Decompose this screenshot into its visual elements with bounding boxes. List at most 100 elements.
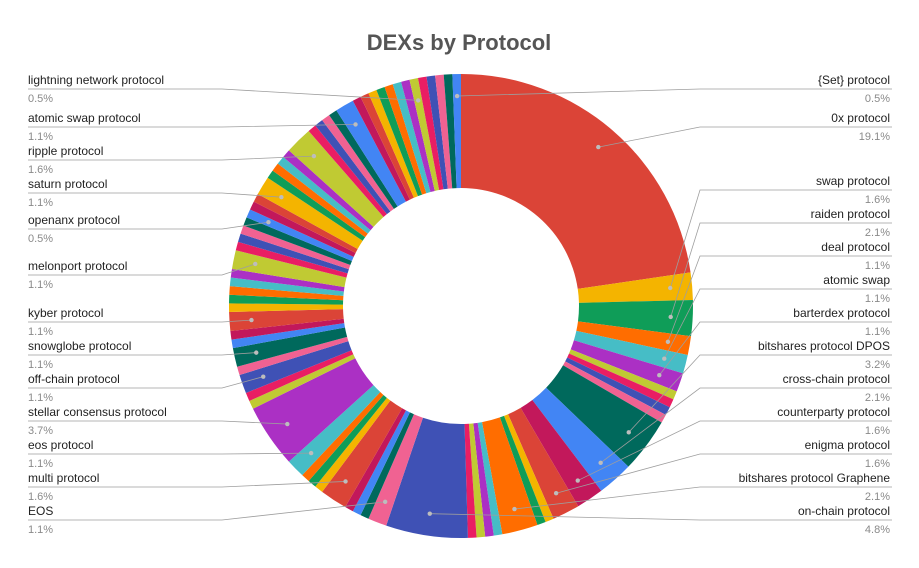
slice-counterparty-protocol[interactable]: [520, 399, 602, 507]
leader-dot-bitshares-protocol-dpos: [626, 430, 631, 435]
leader-line-cross-chain-protocol: [600, 387, 892, 464]
label-name-swap-protocol: swap protocol: [816, 174, 890, 188]
slice--set-protocol[interactable]: [452, 74, 461, 189]
leader-line-openanx-protocol: [28, 221, 269, 230]
slice-unlabeled[interactable]: [249, 354, 356, 409]
label-name-enigma-protocol: enigma protocol: [805, 438, 890, 452]
slice-unlabeled[interactable]: [392, 81, 431, 194]
leader-line-atomic-swap-protocol: [28, 123, 356, 128]
slice-atomic-swap-protocol[interactable]: [336, 100, 406, 207]
label-pct-on-chain-protocol: 4.8%: [865, 524, 890, 536]
slice-unlabeled[interactable]: [308, 394, 387, 487]
label-name-bitshares-protocol-dpos: bitshares protocol DPOS: [758, 339, 890, 353]
slice-unlabeled[interactable]: [243, 217, 352, 266]
slice-deal-protocol[interactable]: [576, 321, 692, 355]
slice-unlabeled[interactable]: [426, 75, 448, 190]
leader-dot-multi-protocol: [343, 479, 348, 484]
slice-unlabeled[interactable]: [283, 150, 374, 231]
slice-unlabeled[interactable]: [352, 96, 410, 202]
slice-unlabeled[interactable]: [229, 303, 344, 313]
slice-unlabeled[interactable]: [238, 233, 349, 274]
slice-unlabeled[interactable]: [315, 120, 391, 215]
slice-unlabeled[interactable]: [230, 268, 345, 292]
slice-unlabeled[interactable]: [563, 361, 666, 423]
slice-unlabeled[interactable]: [315, 397, 391, 492]
slice-0x-protocol[interactable]: [461, 74, 691, 289]
slice-unlabeled[interactable]: [253, 194, 358, 253]
slice-unlabeled[interactable]: [245, 350, 354, 401]
slice-unlabeled[interactable]: [229, 277, 344, 296]
slice-cross-chain-protocol[interactable]: [532, 387, 629, 491]
slice-unlabeled[interactable]: [237, 336, 349, 376]
leader-line-deal-protocol: [667, 255, 892, 343]
label-name-on-chain-protocol: on-chain protocol: [798, 504, 890, 518]
slice-unlabeled[interactable]: [272, 163, 368, 238]
leader-dot-on-chain-protocol: [427, 511, 432, 516]
leader-line-enigma-protocol: [556, 453, 892, 494]
slice-raiden-protocol[interactable]: [577, 299, 694, 337]
label-pct-saturn-protocol: 1.1%: [28, 197, 53, 209]
label-pct-swap-protocol: 1.6%: [865, 194, 890, 206]
slice-saturn-protocol[interactable]: [257, 177, 363, 250]
slice-unlabeled[interactable]: [569, 349, 677, 400]
slice-unlabeled[interactable]: [250, 201, 356, 257]
slice-unlabeled[interactable]: [322, 115, 394, 212]
label-name-off-chain-protocol: off-chain protocol: [28, 372, 120, 386]
leader-line--set-protocol: [457, 88, 892, 97]
slice-atomic-swap[interactable]: [573, 330, 688, 374]
slice-unlabeled[interactable]: [567, 353, 674, 408]
label-pct--set-protocol: 0.5%: [865, 93, 890, 105]
slice-barterdex-protocol[interactable]: [570, 340, 683, 392]
slice-unlabeled[interactable]: [267, 170, 366, 241]
slice-unlabeled[interactable]: [435, 74, 453, 189]
label-pct-kyber-protocol: 1.1%: [28, 326, 53, 338]
slice-enigma-protocol[interactable]: [508, 407, 579, 519]
slice-unlabeled[interactable]: [229, 286, 344, 301]
slice-unlabeled[interactable]: [302, 392, 384, 481]
slice-unlabeled[interactable]: [231, 323, 345, 349]
slice-unlabeled[interactable]: [468, 423, 486, 538]
label-pct-raiden-protocol: 2.1%: [865, 227, 890, 239]
slice-unlabeled[interactable]: [376, 86, 423, 197]
slice-swap-protocol[interactable]: [577, 272, 693, 303]
slice-unlabeled[interactable]: [384, 84, 427, 195]
label-pct-snowglobe-protocol: 1.1%: [28, 359, 53, 371]
slice-bitshares-protocol-graphene[interactable]: [482, 417, 538, 535]
slice-unlabeled[interactable]: [308, 125, 387, 218]
leader-line-melonport-protocol: [28, 263, 256, 276]
slice-bitshares-protocol-dpos[interactable]: [546, 365, 662, 467]
slice-unlabeled[interactable]: [360, 93, 414, 200]
slice-unlabeled[interactable]: [352, 410, 410, 516]
slice-unlabeled[interactable]: [443, 74, 457, 189]
slice-unlabeled[interactable]: [235, 241, 348, 278]
slice-unlabeled[interactable]: [401, 79, 435, 193]
slice-unlabeled[interactable]: [504, 414, 554, 523]
slice-unlabeled[interactable]: [240, 225, 351, 270]
slice-unlabeled[interactable]: [277, 156, 371, 234]
slice-unlabeled[interactable]: [368, 89, 418, 198]
slice-lightning-network-protocol[interactable]: [409, 78, 440, 191]
slice-unlabeled[interactable]: [477, 422, 503, 536]
slice-unlabeled[interactable]: [360, 412, 414, 519]
slice-unlabeled[interactable]: [565, 357, 670, 415]
slice-stellar-consensus-protocol[interactable]: [253, 358, 374, 462]
label-name-melonport-protocol: melonport protocol: [28, 259, 127, 273]
slice-unlabeled[interactable]: [230, 318, 345, 340]
slice-unlabeled[interactable]: [417, 76, 444, 191]
slice-unlabeled[interactable]: [464, 423, 477, 538]
slice-melonport-protocol[interactable]: [231, 250, 347, 288]
label-name--set-protocol: {Set} protocol: [818, 73, 890, 87]
slice-unlabeled[interactable]: [229, 294, 344, 305]
slice-unlabeled[interactable]: [499, 415, 546, 526]
slice-unlabeled[interactable]: [329, 110, 398, 209]
slice-off-chain-protocol[interactable]: [239, 341, 352, 393]
slice-on-chain-protocol[interactable]: [386, 417, 468, 538]
slice-kyber-protocol[interactable]: [229, 309, 344, 332]
slice-eos[interactable]: [368, 414, 423, 526]
slice-openanx-protocol[interactable]: [246, 209, 354, 261]
slice-snowglobe-protocol[interactable]: [232, 327, 348, 367]
slice-unlabeled[interactable]: [345, 408, 406, 512]
leader-dot-snowglobe-protocol: [254, 350, 259, 355]
slice-multi-protocol[interactable]: [322, 400, 403, 508]
slice-unlabeled[interactable]: [473, 422, 494, 537]
